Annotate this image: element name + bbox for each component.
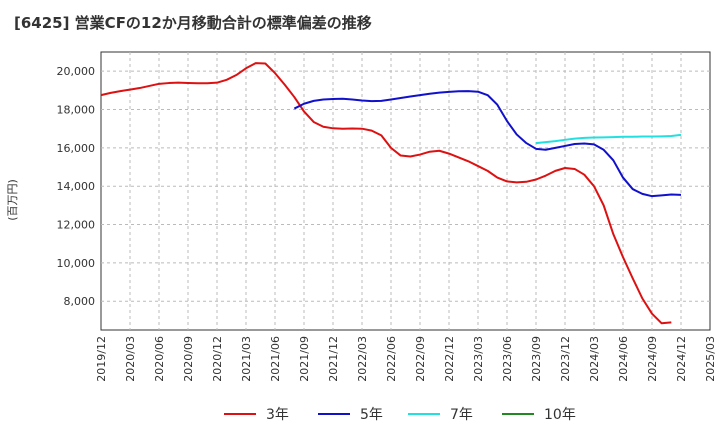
y-tick-label: 16,000: [57, 142, 96, 155]
plot-area: [100, 51, 711, 331]
x-tick-label: 2022/09: [414, 336, 427, 382]
x-tick-label: 2022/06: [385, 336, 398, 382]
y-axis-ticks: 8,000 10,000 12,000 14,000 16,000 18,000 20,00…: [57, 65, 96, 308]
x-tick-label: 2020/09: [182, 336, 195, 382]
series-lines: [100, 62, 682, 325]
legend-label: 10年: [544, 407, 576, 423]
chart-title: [6425] 営業CFの12か月移動合計の標準偏差の推移: [14, 14, 372, 32]
x-tick-label: 2024/09: [646, 336, 659, 382]
legend-label: 3年: [266, 407, 289, 423]
x-tick-label: 2024/06: [617, 336, 630, 382]
series-line-5年: [293, 90, 682, 198]
y-tick-label: 20,000: [57, 65, 96, 78]
x-tick-label: 2022/12: [443, 336, 456, 382]
x-tick-label: 2023/09: [530, 336, 543, 382]
x-tick-label: 2024/12: [675, 336, 688, 382]
x-tick-label: 2020/12: [211, 336, 224, 382]
x-tick-label: 2021/06: [269, 336, 282, 382]
x-tick-label: 2022/03: [356, 336, 369, 382]
x-tick-label: 2019/12: [95, 336, 108, 382]
y-tick-label: 8,000: [64, 295, 96, 308]
legend-label: 5年: [360, 407, 383, 423]
series-line-7年: [535, 133, 682, 145]
y-axis-label: (百万円): [6, 179, 19, 221]
legend-label: 7年: [450, 407, 473, 423]
x-tick-label: 2025/03: [704, 336, 717, 382]
x-tick-label: 2023/03: [472, 336, 485, 382]
y-tick-label: 18,000: [57, 104, 96, 117]
x-tick-label: 2024/03: [588, 336, 601, 382]
grid-lines: [101, 52, 710, 330]
x-tick-label: 2020/06: [153, 336, 166, 382]
x-axis-ticks: 2019/12 2020/03 2020/06 2020/09 2020/12 2021/…: [95, 336, 717, 382]
series-line-3年: [100, 62, 672, 325]
y-tick-label: 10,000: [57, 257, 96, 270]
y-tick-label: 12,000: [57, 219, 96, 232]
x-tick-label: 2020/03: [124, 336, 137, 382]
legend: 3年 5年 7年 10年: [224, 407, 576, 423]
x-tick-label: 2021/09: [298, 336, 311, 382]
x-tick-label: 2021/03: [240, 336, 253, 382]
x-tick-label: 2023/06: [501, 336, 514, 382]
x-tick-label: 2021/12: [327, 336, 340, 382]
x-tick-label: 2023/12: [559, 336, 572, 382]
y-tick-label: 14,000: [57, 180, 96, 193]
